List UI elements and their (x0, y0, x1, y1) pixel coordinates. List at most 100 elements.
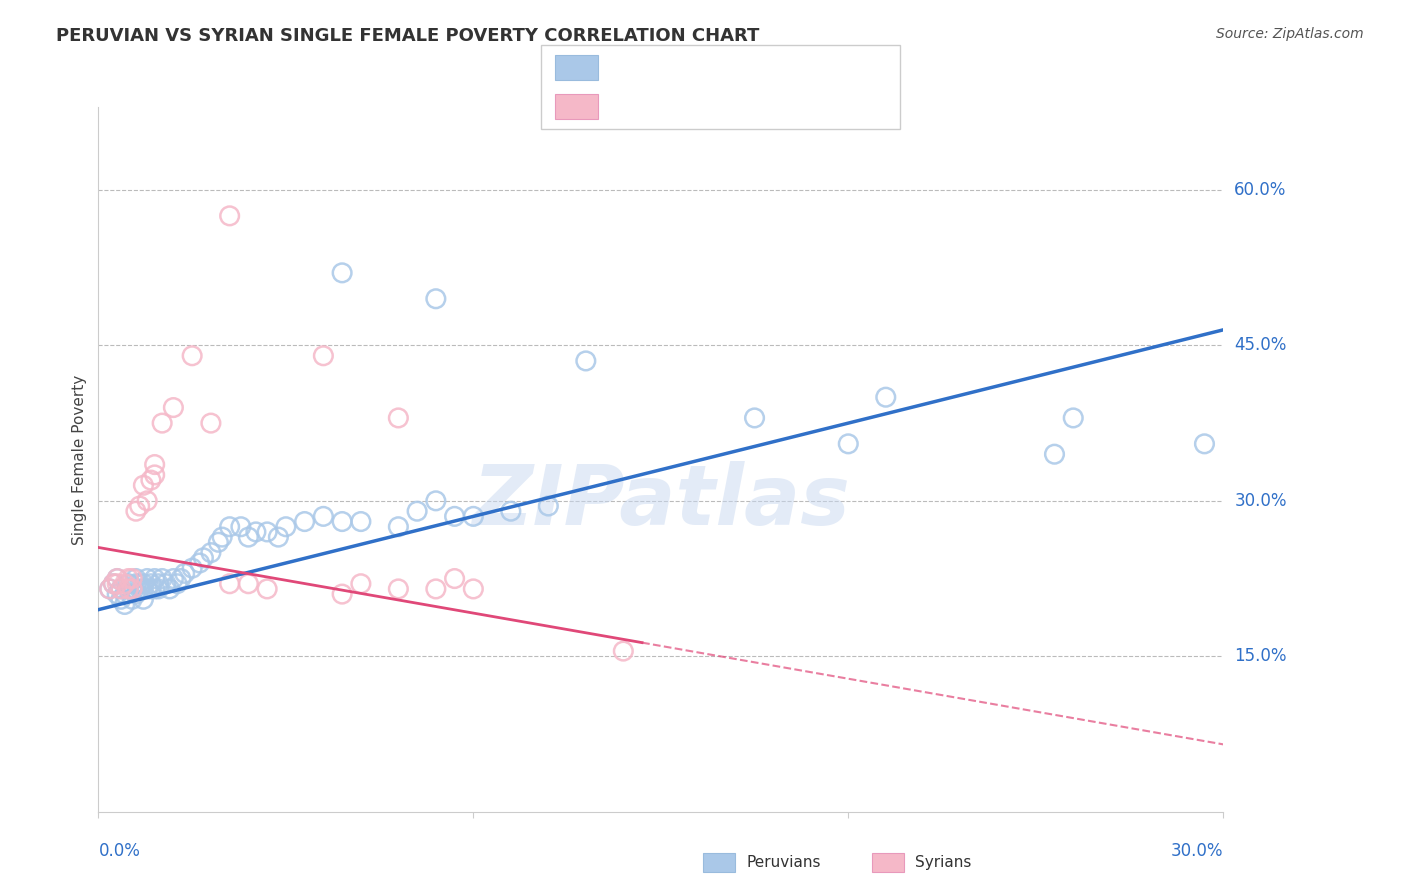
Point (188, 556, 211, 570)
Point (1043, 447, 1066, 461)
Point (162, 401, 184, 415)
Point (110, 592, 132, 607)
Point (136, 493, 159, 508)
Point (350, 515, 373, 529)
Point (128, 576, 150, 591)
Point (155, 576, 177, 591)
Point (256, 524, 278, 539)
Point (207, 535, 229, 549)
Point (114, 587, 136, 601)
Point (121, 592, 143, 607)
Point (125, 587, 148, 601)
Text: 0.412: 0.412 (658, 59, 710, 77)
Point (125, 504, 148, 518)
Point (218, 520, 240, 534)
Point (105, 576, 128, 591)
Point (406, 504, 429, 518)
Point (139, 473, 162, 487)
Point (181, 349, 204, 363)
Point (136, 582, 159, 596)
Point (274, 520, 297, 534)
Point (117, 576, 139, 591)
Point (181, 561, 204, 575)
Point (125, 576, 148, 591)
Point (330, 587, 353, 601)
Point (875, 390, 897, 404)
Point (110, 582, 132, 596)
Text: N =: N = (724, 59, 761, 77)
Text: ZIPatlas: ZIPatlas (472, 461, 849, 542)
Point (837, 437, 859, 451)
Text: PERUVIAN VS SYRIAN SINGLE FEMALE POVERTY CORRELATION CHART: PERUVIAN VS SYRIAN SINGLE FEMALE POVERTY… (56, 27, 759, 45)
Point (150, 572, 173, 586)
Point (117, 572, 139, 586)
Point (200, 546, 222, 560)
Point (148, 576, 170, 591)
Point (229, 520, 252, 534)
Point (103, 576, 125, 591)
Point (200, 416, 222, 430)
Point (350, 576, 373, 591)
Text: R =: R = (609, 59, 645, 77)
Point (387, 582, 409, 596)
Point (218, 576, 240, 591)
Point (105, 572, 128, 586)
Point (114, 576, 136, 591)
Point (128, 499, 150, 513)
Point (103, 576, 125, 591)
Point (744, 411, 766, 425)
Text: Syrians: Syrians (915, 855, 972, 870)
Point (139, 576, 162, 591)
Point (193, 550, 215, 565)
Text: Source: ZipAtlas.com: Source: ZipAtlas.com (1216, 27, 1364, 41)
Point (162, 572, 184, 586)
Point (443, 572, 465, 586)
Text: 68: 68 (770, 59, 793, 77)
Point (136, 572, 159, 586)
Point (575, 354, 598, 368)
Point (267, 530, 290, 544)
Point (1062, 411, 1084, 425)
Text: 30.0%: 30.0% (1171, 842, 1223, 860)
Text: 45.0%: 45.0% (1234, 336, 1286, 354)
Point (143, 582, 166, 596)
Point (143, 467, 166, 482)
Point (312, 349, 335, 363)
Point (463, 582, 485, 596)
Point (443, 509, 465, 524)
Point (330, 266, 353, 280)
Point (132, 576, 155, 591)
Point (105, 572, 128, 586)
Point (166, 576, 188, 591)
Point (294, 515, 316, 529)
Point (143, 458, 166, 472)
Point (218, 209, 240, 223)
Text: 15.0%: 15.0% (1234, 648, 1286, 665)
Point (132, 478, 155, 492)
Point (211, 530, 233, 544)
Point (463, 509, 485, 524)
Point (425, 292, 447, 306)
Text: Peruvians: Peruvians (747, 855, 821, 870)
Point (121, 582, 143, 596)
Point (98, 582, 121, 596)
Point (387, 411, 409, 425)
Point (150, 416, 173, 430)
Point (537, 499, 560, 513)
Point (110, 582, 132, 596)
Point (143, 572, 166, 586)
Point (98, 582, 121, 596)
Point (132, 582, 155, 596)
Point (121, 582, 143, 596)
Point (312, 509, 335, 524)
Point (139, 582, 162, 596)
Point (245, 524, 267, 539)
Point (170, 572, 193, 586)
Text: R =: R = (609, 97, 645, 115)
Point (330, 515, 353, 529)
Point (238, 530, 260, 544)
Point (148, 582, 170, 596)
Point (117, 582, 139, 596)
Point (117, 582, 139, 596)
Text: N =: N = (724, 97, 761, 115)
